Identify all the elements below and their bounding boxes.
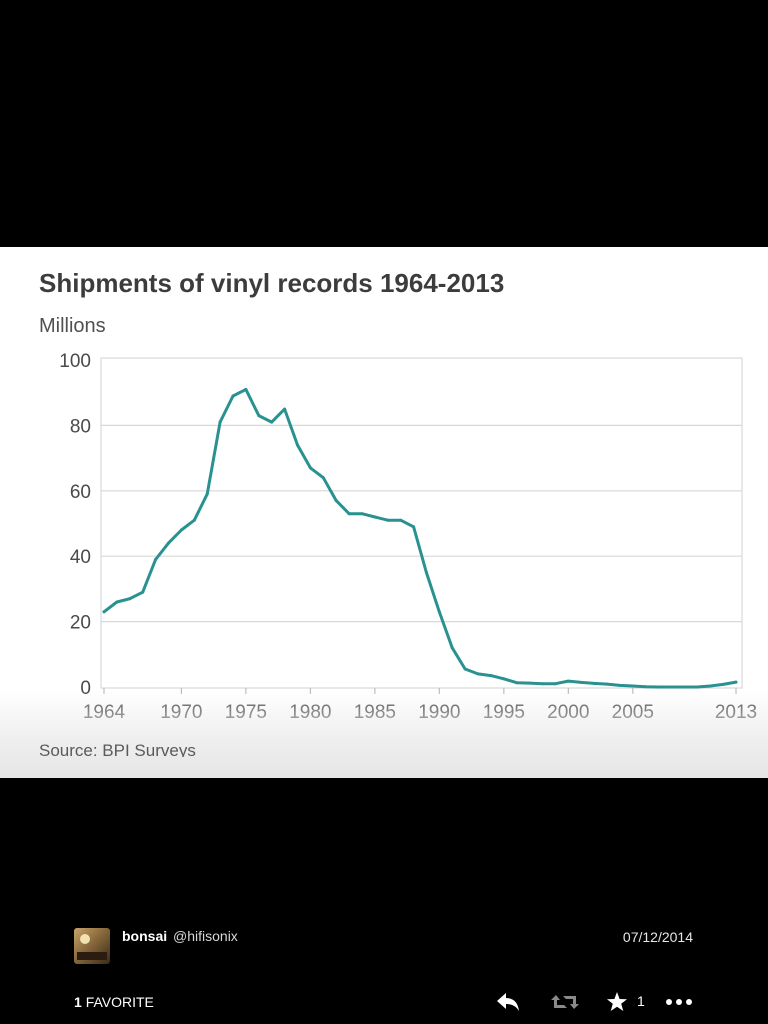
- reply-button[interactable]: [494, 988, 522, 1016]
- chart-title: Shipments of vinyl records 1964-2013: [39, 268, 505, 298]
- user-handle[interactable]: @hifisonix: [173, 928, 238, 944]
- favorite-action-count: 1: [637, 993, 645, 1009]
- retweet-button[interactable]: [550, 988, 580, 1016]
- reply-icon: [497, 993, 519, 1011]
- chart-unit-label: Millions: [39, 315, 106, 337]
- retweet-icon: [551, 995, 579, 1009]
- chart-source: Source: BPI Surveys: [39, 741, 196, 757]
- more-button[interactable]: [664, 988, 694, 1016]
- star-icon: [607, 992, 627, 1011]
- more-icon: [666, 999, 692, 1005]
- favorite-label: FAVORITE: [85, 994, 154, 1010]
- favorite-button[interactable]: [605, 988, 629, 1016]
- user-line[interactable]: bonsai @hifisonix: [122, 928, 238, 944]
- tweet-photo[interactable]: [0, 247, 768, 778]
- favorite-count: 1: [74, 994, 82, 1010]
- tweet-date: 07/12/2014: [622, 929, 693, 945]
- favorite-count-line[interactable]: 1 FAVORITE: [74, 994, 154, 1010]
- avatar-desk-shape: [77, 952, 107, 960]
- user-name[interactable]: bonsai: [122, 928, 168, 944]
- avatar-lamp-shape: [80, 934, 90, 944]
- avatar[interactable]: [74, 928, 110, 964]
